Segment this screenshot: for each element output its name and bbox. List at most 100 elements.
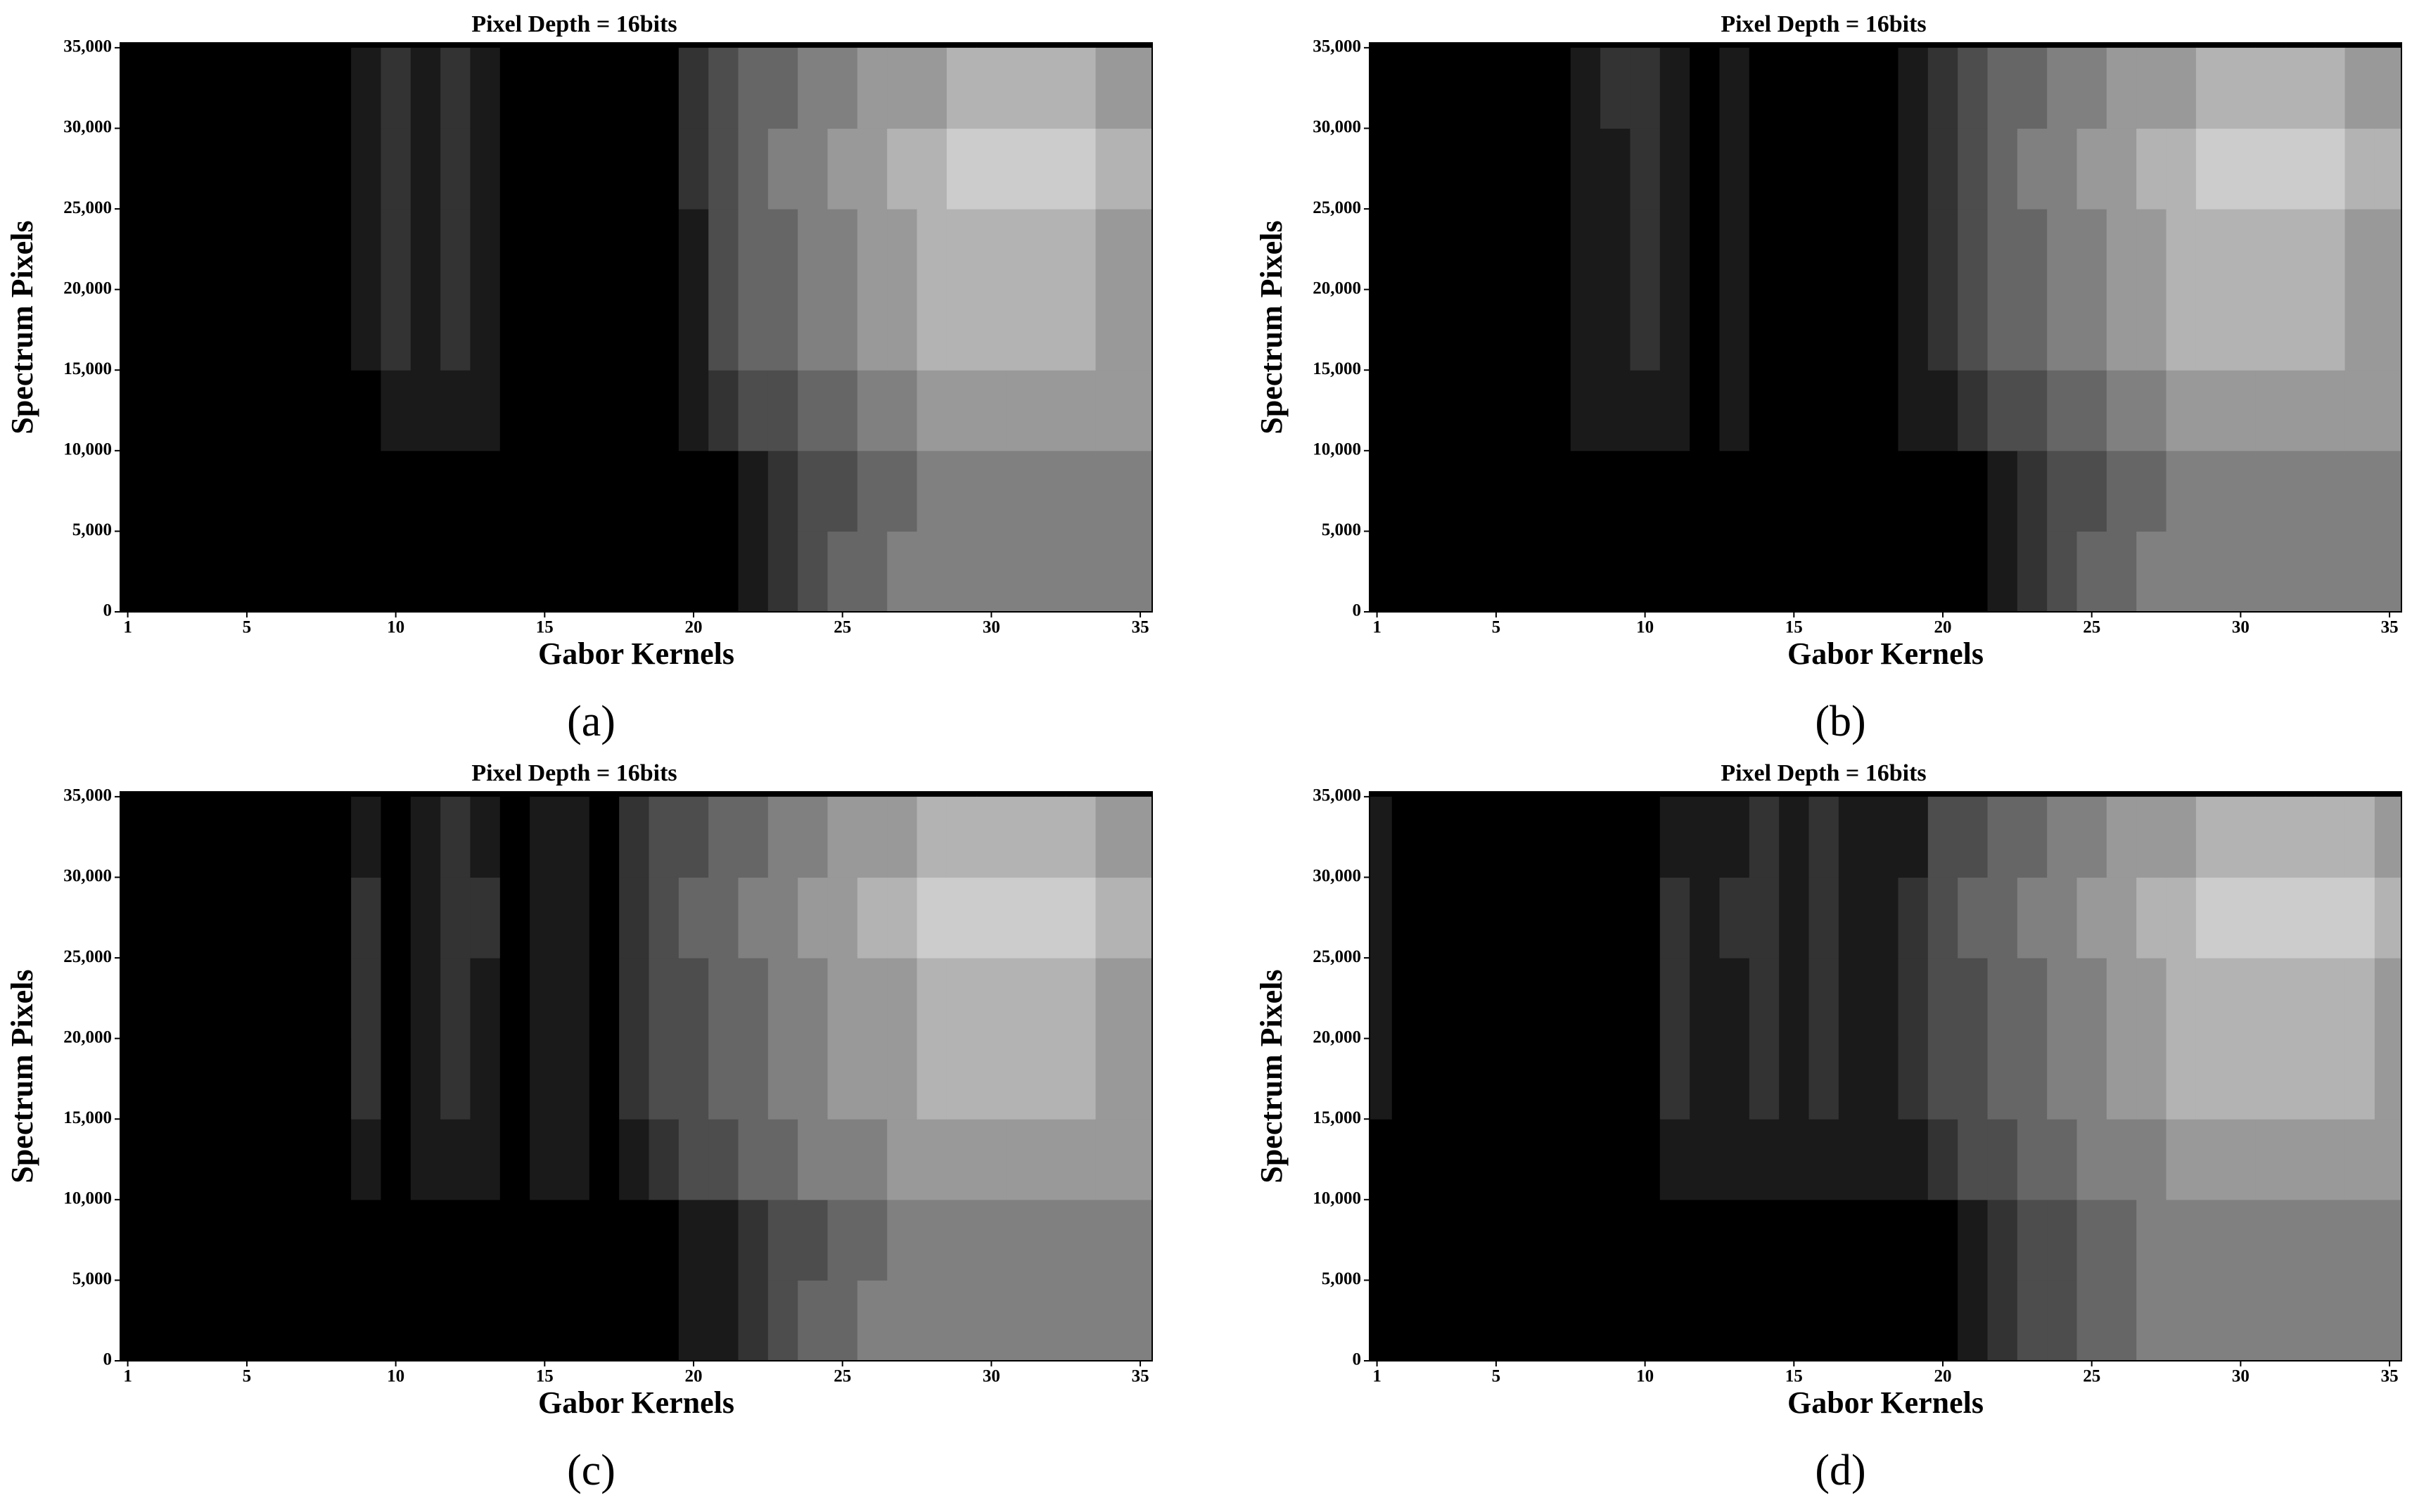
x-tick-label: 25 bbox=[834, 618, 851, 637]
heatmap-cell bbox=[1779, 209, 1809, 290]
heatmap-cell bbox=[2076, 958, 2107, 1039]
heatmap-cell bbox=[589, 289, 620, 371]
heatmap-cell bbox=[2166, 47, 2197, 129]
plot-frame bbox=[1369, 42, 2402, 613]
heatmap-cell bbox=[1779, 128, 1809, 210]
heatmap-cell bbox=[1927, 796, 1958, 878]
heatmap-cell bbox=[1095, 289, 1126, 371]
heatmap-cell bbox=[559, 1038, 590, 1120]
heatmap-cell bbox=[827, 128, 858, 210]
heatmap-cell bbox=[2047, 958, 2078, 1039]
heatmap-cell bbox=[827, 958, 858, 1039]
heatmap-cell bbox=[231, 877, 262, 959]
heatmap-cell bbox=[1690, 47, 1720, 129]
y-tick-label: 35,000 bbox=[1313, 786, 1361, 805]
heatmap-cell bbox=[410, 128, 441, 210]
heatmap-cell bbox=[231, 1280, 262, 1361]
heatmap-cell bbox=[1125, 1038, 1152, 1120]
heatmap-cell bbox=[589, 877, 620, 959]
heatmap-cell bbox=[1719, 289, 1750, 371]
heatmap-cell bbox=[2017, 1038, 2048, 1120]
heatmap-cell bbox=[1422, 450, 1452, 532]
y-axis-label: Spectrum Pixels bbox=[1254, 220, 1289, 434]
heatmap-cell bbox=[2047, 289, 2078, 371]
heatmap-cell bbox=[1659, 1199, 1690, 1281]
heatmap-cell bbox=[381, 47, 411, 129]
heatmap-cell bbox=[262, 1038, 292, 1120]
heatmap-cell bbox=[1749, 531, 1780, 612]
heatmap-cell bbox=[559, 1199, 590, 1281]
heatmap-cell bbox=[798, 209, 829, 290]
heatmap-cell bbox=[172, 1038, 203, 1120]
heatmap-cell bbox=[738, 531, 769, 612]
heatmap-cell bbox=[1391, 877, 1422, 959]
heatmap-cell bbox=[589, 1280, 620, 1361]
heatmap-cell bbox=[2285, 958, 2316, 1039]
heatmap-cell bbox=[1749, 958, 1780, 1039]
heatmap-cell bbox=[2076, 209, 2107, 290]
x-tick-label: 5 bbox=[243, 1367, 252, 1386]
heatmap-cell bbox=[2344, 47, 2375, 129]
heatmap-cell bbox=[499, 1199, 530, 1281]
heatmap-cell bbox=[1987, 128, 2018, 210]
heatmap-cell bbox=[2226, 1119, 2257, 1200]
heatmap-cell bbox=[1898, 1280, 1929, 1361]
heatmap-cell bbox=[172, 1199, 203, 1281]
heatmap-cell bbox=[1958, 128, 1989, 210]
heatmap-cell bbox=[2344, 1038, 2375, 1120]
heatmap-cell bbox=[708, 209, 739, 290]
heatmap-cell bbox=[827, 1280, 858, 1361]
heatmap-cell bbox=[1719, 877, 1750, 959]
heatmap-cell bbox=[1422, 1038, 1452, 1120]
heatmap-cell bbox=[708, 1038, 739, 1120]
x-tick-label: 15 bbox=[536, 1367, 554, 1386]
heatmap-cell bbox=[172, 1119, 203, 1200]
heatmap-cell bbox=[708, 1280, 739, 1361]
heatmap-cell bbox=[321, 128, 352, 210]
heatmap-cell bbox=[440, 796, 471, 878]
heatmap-cell bbox=[827, 370, 858, 451]
heatmap-cell bbox=[2374, 47, 2401, 129]
heatmap-cell bbox=[1927, 1199, 1958, 1281]
heatmap-cell bbox=[2374, 958, 2401, 1039]
heatmap-cell bbox=[1451, 370, 1482, 451]
x-tick-label: 25 bbox=[834, 1367, 851, 1386]
heatmap-cell bbox=[1808, 877, 1839, 959]
heatmap-cell bbox=[1898, 450, 1929, 532]
heatmap-cell bbox=[351, 450, 381, 532]
heatmap-cell bbox=[499, 958, 530, 1039]
heatmap-cell bbox=[2076, 1199, 2107, 1281]
heatmap-cell bbox=[2076, 1038, 2107, 1120]
heatmap-cell bbox=[2315, 209, 2346, 290]
heatmap-cell bbox=[678, 1119, 709, 1200]
heatmap-cell bbox=[559, 450, 590, 532]
heatmap-cell bbox=[767, 796, 798, 878]
heatmap-cell bbox=[1898, 877, 1929, 959]
heatmap-cell bbox=[142, 531, 173, 612]
heatmap-cell bbox=[202, 531, 233, 612]
heatmap-cell bbox=[1006, 47, 1037, 129]
heatmap-cell bbox=[2106, 128, 2137, 210]
heatmap-cell bbox=[1570, 289, 1601, 371]
heatmap-cell bbox=[2166, 796, 2197, 878]
heatmap-cell bbox=[1570, 1280, 1601, 1361]
heatmap-cell bbox=[2226, 1038, 2257, 1120]
heatmap-cell bbox=[2226, 128, 2257, 210]
heatmap-cell bbox=[1690, 531, 1720, 612]
heatmap-cell bbox=[857, 450, 888, 532]
heatmap-cell bbox=[1481, 128, 1512, 210]
heatmap-cell bbox=[470, 1199, 501, 1281]
heatmap-cell bbox=[1838, 450, 1869, 532]
heatmap-cell bbox=[946, 128, 977, 210]
heatmap-cell bbox=[1779, 289, 1809, 371]
heatmap-cell bbox=[738, 128, 769, 210]
heatmap-cell bbox=[1125, 796, 1152, 878]
x-tick-label: 20 bbox=[685, 618, 703, 637]
heatmap-cell bbox=[262, 1119, 292, 1200]
heatmap-cell bbox=[2315, 1280, 2346, 1361]
heatmap-cell bbox=[1898, 1038, 1929, 1120]
heatmap-cell bbox=[202, 209, 233, 290]
heatmap-cell bbox=[1927, 289, 1958, 371]
heatmap-cell bbox=[262, 796, 292, 878]
heatmap-cell bbox=[917, 450, 947, 532]
